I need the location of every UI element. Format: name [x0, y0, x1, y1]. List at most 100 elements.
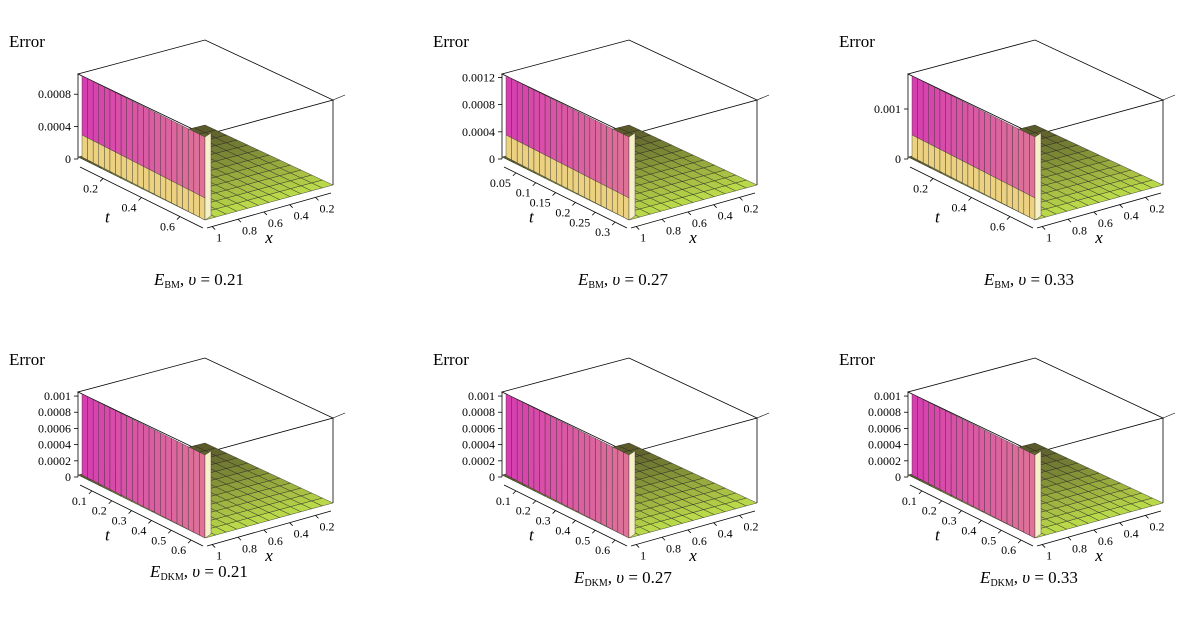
- chart-caption: EBM, υ = 0.27: [424, 270, 822, 291]
- x-tick: [1119, 204, 1123, 208]
- surface-plot: 00.00040.00080.00120.050.10.150.20.250.3…: [462, 39, 770, 247]
- wall-end: [204, 132, 212, 221]
- wall-strip: [939, 407, 946, 493]
- caption-symbol: E: [577, 270, 589, 289]
- t-tick: [167, 529, 172, 534]
- wall-strip: [567, 106, 574, 170]
- x-tick: [1041, 544, 1046, 548]
- caption-nu: υ: [1018, 270, 1027, 289]
- wall-strip: [984, 429, 991, 516]
- wall-strip: [995, 177, 1002, 204]
- chart-caption: EBM, υ = 0.21: [0, 270, 398, 291]
- z-tick-label: 0.0006: [868, 421, 901, 435]
- t-tick: [938, 500, 943, 505]
- t-tick: [187, 539, 192, 544]
- box-edge: [756, 412, 770, 419]
- wall-strip: [567, 166, 574, 192]
- caption-symbol: E: [574, 568, 585, 587]
- x-tick-label: 0.6: [692, 216, 707, 230]
- x-tick-label: 0.8: [666, 541, 681, 555]
- caption-nu: υ: [1022, 568, 1031, 587]
- x-axis: 1 0.8 0.6 0.4 0.2 x: [630, 510, 759, 565]
- caption-subscript: DKM: [584, 578, 608, 589]
- wall-strip: [154, 171, 161, 198]
- wall-strip: [126, 97, 133, 162]
- wall-strip: [990, 174, 997, 201]
- z-tick-label: 0.0004: [462, 438, 495, 452]
- wall-strip: [1001, 438, 1008, 525]
- caption-sep: ,: [607, 568, 617, 587]
- x-axis: 1 0.8 0.6 0.4 0.2 x: [206, 510, 335, 565]
- surface-wall: [911, 393, 1042, 539]
- wall-strip: [92, 399, 99, 484]
- x-axis-line: [630, 192, 756, 229]
- caption-symbol: E: [150, 562, 161, 581]
- caption-value: = 0.33: [1026, 270, 1075, 289]
- wall-strip: [1001, 180, 1008, 207]
- x-tick-label: 1: [640, 549, 646, 563]
- wall-strip: [1012, 186, 1019, 212]
- x-axis-line: [630, 510, 756, 547]
- x-tick: [1119, 522, 1123, 526]
- x-tick-label: 0.2: [320, 519, 335, 533]
- x-tick: [687, 211, 692, 216]
- t-axis-line: [503, 166, 628, 229]
- wall-strip: [87, 137, 94, 164]
- wall-strip: [522, 143, 529, 169]
- wall-strip: [600, 183, 607, 209]
- wall-strip: [589, 177, 596, 204]
- wall-strip: [978, 108, 985, 173]
- wall-strip: [1012, 443, 1019, 530]
- wall-strip: [1029, 194, 1036, 221]
- x-tick-label: 0.6: [268, 534, 283, 548]
- t-axis: 0.05 0.10.15 0.20.25 0.3 t: [490, 166, 628, 239]
- wall-strip: [81, 75, 88, 139]
- t-axis: 0.2 0.4 0.6 t: [909, 166, 1034, 234]
- caption-subscript: BM: [588, 280, 604, 291]
- wall-strip: [950, 413, 957, 499]
- wall-strip: [1023, 449, 1030, 536]
- wall-strip: [171, 120, 178, 185]
- t-tick: [572, 520, 576, 524]
- z-axis: 0 0.0002 0.0004 0.0006 0.0008 0.001: [462, 389, 502, 484]
- x-tick: [661, 536, 666, 541]
- t-axis-label: t: [529, 525, 535, 544]
- wall-strip: [956, 97, 963, 162]
- caption-sep: ,: [603, 270, 613, 289]
- floor-cell: [193, 442, 217, 451]
- caption-value: = 0.27: [620, 270, 669, 289]
- wall-strip: [199, 194, 206, 221]
- x-tick: [1093, 529, 1098, 534]
- wall-strip: [143, 106, 150, 170]
- caption-value: = 0.21: [196, 270, 245, 289]
- t-axis: 0.1 0.2 0.3 0.4 0.5 0.6 t: [496, 484, 628, 557]
- z-axis-label: Error: [433, 350, 469, 369]
- wall-strip: [188, 446, 195, 533]
- caption-symbol: E: [980, 568, 991, 587]
- wall-strip: [137, 421, 144, 507]
- x-tick-label: 0.4: [718, 209, 733, 223]
- wall-strip: [1006, 183, 1013, 209]
- z-tick-label: 0.0006: [462, 421, 495, 435]
- t-tick-label: 0.3: [112, 514, 127, 528]
- x-tick-label: 1: [640, 231, 646, 245]
- z-tick-label: 0: [895, 152, 901, 166]
- t-tick: [99, 178, 104, 182]
- x-axis: 1 0.8 0.6 0.4 0.2 x: [1036, 192, 1165, 247]
- wall-strip: [87, 396, 94, 482]
- wall-strip: [505, 393, 512, 479]
- floor-cell: [1023, 124, 1047, 133]
- x-tick-label: 0.2: [744, 201, 759, 215]
- wall-strip: [967, 103, 974, 167]
- t-tick-label: 0.4: [555, 523, 570, 537]
- wall-strip: [561, 421, 568, 507]
- wall-strip: [623, 194, 630, 221]
- wall-strip: [572, 108, 579, 173]
- wall-strip: [911, 393, 918, 479]
- t-tick: [512, 490, 517, 495]
- x-tick: [237, 536, 242, 541]
- wall-strip: [98, 401, 105, 487]
- chart-caption: EDKM, υ = 0.21: [0, 562, 398, 583]
- wall-strip: [154, 111, 161, 176]
- wall-strip: [973, 424, 980, 510]
